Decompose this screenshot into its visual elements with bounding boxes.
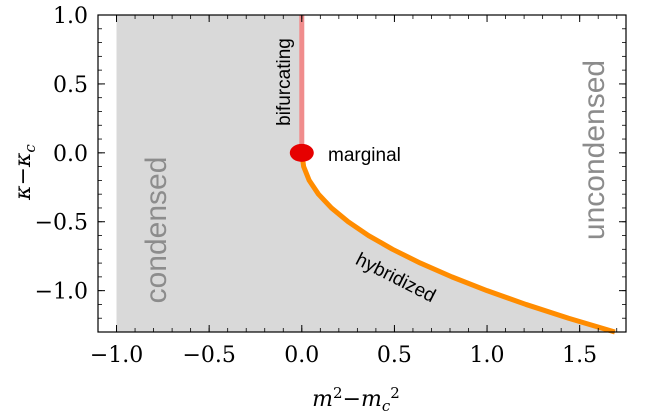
- label-marginal: marginal: [328, 145, 401, 166]
- x-axis-label: m2−mc2: [312, 384, 400, 415]
- y-tick-label: 0.0: [53, 142, 88, 167]
- y-tick-label: −0.5: [35, 211, 88, 236]
- plot-layer: [116, 15, 616, 335]
- label-uncondensed: uncondensed: [578, 60, 611, 240]
- tick-layer: −1.0 −0.5 0.0 0.5 1.0 1.5 1.0 0.5 0.0 −0.5 −1.0: [35, 4, 627, 368]
- plot-frame: [97, 14, 627, 333]
- series-hybridized-line: [299, 152, 616, 335]
- y-tick-label: 1.0: [53, 4, 88, 29]
- x-tick-label: 0.0: [284, 343, 319, 368]
- y-tick-label: 0.5: [53, 73, 88, 98]
- label-bifurcating: bifurcating: [274, 38, 295, 126]
- x-tick-label: −0.5: [182, 343, 235, 368]
- x-tick-label: 1.0: [470, 343, 505, 368]
- y-axis-label: κ−κc: [11, 144, 39, 201]
- y-tick-label: −1.0: [35, 280, 88, 305]
- x-tick-label: −1.0: [90, 343, 143, 368]
- x-tick-label: 1.5: [562, 343, 597, 368]
- marker-marginal: [289, 143, 314, 162]
- label-condensed: condensed: [140, 157, 173, 304]
- condensed-region: [116, 15, 615, 332]
- x-tick-label: 0.5: [377, 343, 412, 368]
